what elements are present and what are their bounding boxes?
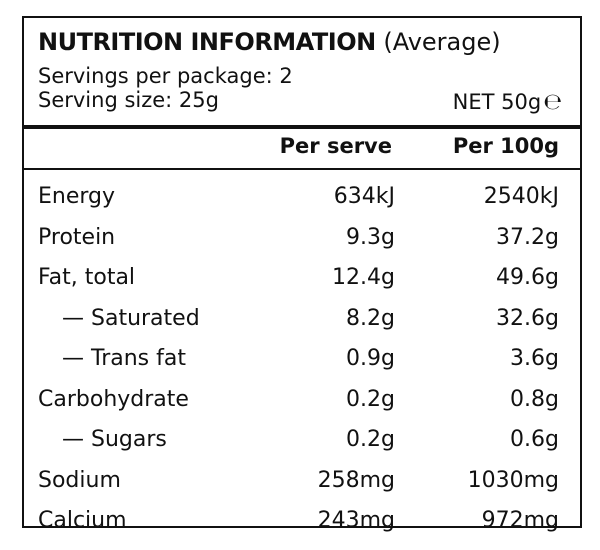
per-serve-value: 8.2g — [346, 305, 395, 331]
panel-title: NUTRITION INFORMATION (Average) — [38, 28, 501, 56]
nutrient-label: Sodium — [38, 467, 121, 493]
per-100g-value: 37.2g — [496, 224, 559, 250]
per-100g-value: 2540kJ — [483, 184, 559, 209]
nutrient-label: Calcium — [38, 508, 127, 533]
title-qualifier: (Average) — [383, 28, 501, 56]
column-header-per-100g: Per 100g — [452, 134, 559, 158]
per-100g-value: 0.6g — [510, 427, 559, 452]
table-row: Sodium 258mg 1030mg — [24, 462, 580, 503]
per-100g-value: 32.6g — [496, 305, 559, 331]
per-100g-value: 0.8g — [510, 386, 559, 412]
per-100g-value: 972mg — [481, 508, 559, 533]
table-row: Calcium 243mg 972mg — [24, 502, 580, 543]
net-weight-value: NET 50g — [452, 90, 542, 114]
panel-header: NUTRITION INFORMATION (Average) Servings… — [24, 18, 580, 129]
serving-size: Serving size: 25g — [38, 88, 219, 112]
nutrient-label: Protein — [38, 224, 116, 250]
per-serve-value: 258mg — [317, 467, 395, 493]
nutrient-label: — Saturated — [62, 305, 200, 331]
nutrient-label: Fat, total — [38, 265, 136, 290]
column-header-divider — [24, 168, 580, 170]
nutrient-label: Energy — [38, 184, 116, 209]
nutrition-panel: NUTRITION INFORMATION (Average) Servings… — [22, 16, 582, 533]
header-divider — [24, 125, 580, 129]
table-row: Protein 9.3g 37.2g — [24, 219, 580, 260]
per-serve-value: 9.3g — [346, 224, 395, 250]
table-row: — Trans fat 0.9g 3.6g — [24, 340, 580, 381]
per-serve-value: 0.2g — [346, 427, 395, 452]
table-row: Fat, total 12.4g 49.6g — [24, 259, 580, 300]
nutrient-label: — Trans fat — [62, 346, 186, 371]
column-header-per-serve: Per serve — [279, 134, 392, 158]
per-100g-value: 49.6g — [496, 265, 559, 290]
estimated-sign-icon: ℮ — [543, 90, 562, 115]
per-100g-value: 3.6g — [510, 346, 559, 371]
title-main: NUTRITION INFORMATION — [38, 28, 376, 56]
per-serve-value: 634kJ — [333, 184, 395, 209]
nutrient-label: Carbohydrate — [38, 386, 189, 412]
per-serve-value: 0.2g — [346, 386, 395, 412]
table-row: — Sugars 0.2g 0.6g — [24, 421, 580, 462]
nutrient-table: Energy 634kJ 2540kJ Protein 9.3g 37.2g F… — [24, 178, 580, 543]
table-row: Carbohydrate 0.2g 0.8g — [24, 381, 580, 422]
servings-per-package: Servings per package: 2 — [38, 64, 293, 88]
per-serve-value: 0.9g — [346, 346, 395, 371]
per-100g-value: 1030mg — [467, 467, 559, 493]
nutrient-label: — Sugars — [62, 427, 167, 452]
per-serve-value: 12.4g — [332, 265, 395, 290]
table-row: Energy 634kJ 2540kJ — [24, 178, 580, 219]
table-row: — Saturated 8.2g 32.6g — [24, 300, 580, 341]
per-serve-value: 243mg — [317, 508, 395, 533]
net-weight: NET 50g℮ — [453, 90, 562, 115]
